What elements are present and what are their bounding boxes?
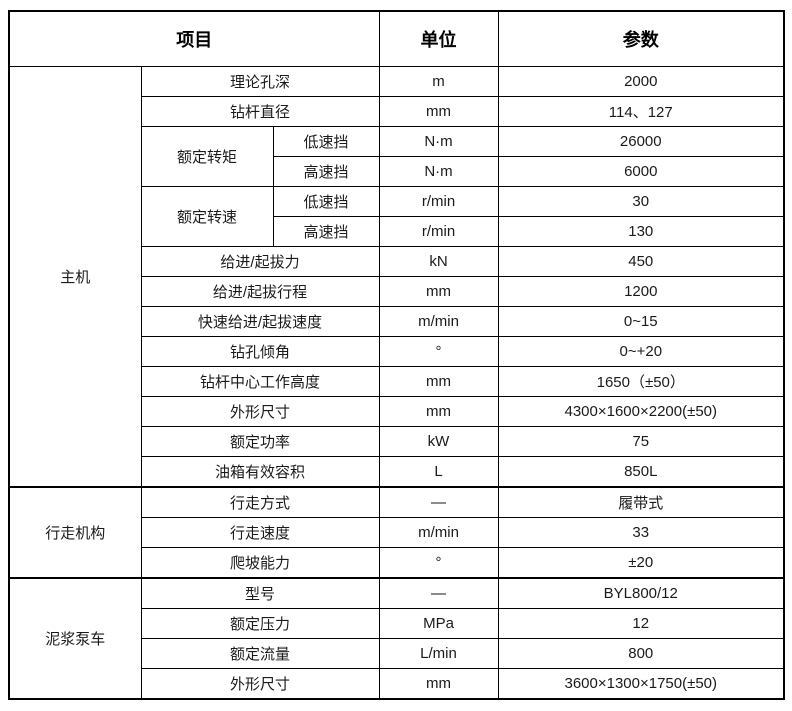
spec-value: 800	[497, 638, 785, 669]
spec-value: 1650（±50）	[497, 366, 785, 397]
table-row: 快速给进/起拔速度 m/min 0~15	[9, 306, 785, 337]
spec-unit: r/min	[378, 186, 499, 217]
table-row: 外形尺寸 mm 3600×1300×1750(±50)	[9, 668, 785, 700]
spec-item: 型号	[140, 577, 380, 609]
section-label-travel-mechanism: 行走机构	[8, 486, 142, 579]
spec-value: 履带式	[497, 486, 785, 518]
table-row: 额定压力 MPa 12	[9, 608, 785, 639]
spec-item: 爬坡能力	[140, 547, 380, 579]
spec-value: 450	[497, 246, 785, 277]
spec-value: 75	[497, 426, 785, 457]
spec-unit: N·m	[378, 156, 499, 187]
table-row: 油箱有效容积 L 850L	[9, 456, 785, 488]
spec-value: 6000	[497, 156, 785, 187]
spec-subitem: 高速挡	[272, 156, 380, 187]
header-param: 参数	[497, 10, 785, 67]
spec-value: 0~+20	[497, 336, 785, 367]
spec-unit: L	[378, 456, 499, 488]
section-label-main-unit: 主机	[8, 66, 142, 488]
spec-unit: mm	[378, 276, 499, 307]
table-row: 钻杆中心工作高度 mm 1650（±50）	[9, 366, 785, 397]
spec-unit: mm	[378, 668, 499, 700]
spec-item: 额定功率	[140, 426, 380, 457]
spec-value: 1200	[497, 276, 785, 307]
spec-unit: MPa	[378, 608, 499, 639]
spec-unit: m/min	[378, 517, 499, 548]
spec-unit: —	[378, 486, 499, 518]
section-label-mud-pump-truck: 泥浆泵车	[8, 577, 142, 700]
spec-item: 额定压力	[140, 608, 380, 639]
spec-value: BYL800/12	[497, 577, 785, 609]
spec-value: 33	[497, 517, 785, 548]
table-row: 钻孔倾角 ° 0~+20	[9, 336, 785, 367]
spec-unit: mm	[378, 366, 499, 397]
table-row: 高速挡 r/min 130	[9, 216, 785, 247]
spec-subitem: 低速挡	[272, 186, 380, 217]
spec-item: 钻杆直径	[140, 96, 380, 127]
table-row: 钻杆直径 mm 114、127	[9, 96, 785, 127]
spec-unit: kW	[378, 426, 499, 457]
header-item: 项目	[8, 10, 380, 67]
spec-item: 给进/起拔力	[140, 246, 380, 277]
table-row: 泥浆泵车 型号 — BYL800/12	[8, 577, 785, 700]
spec-subitem: 高速挡	[272, 216, 380, 247]
spec-value: 12	[497, 608, 785, 639]
spec-item: 给进/起拔行程	[140, 276, 380, 307]
table-row: 额定流量 L/min 800	[9, 638, 785, 669]
spec-item: 钻杆中心工作高度	[140, 366, 380, 397]
spec-item: 额定流量	[140, 638, 380, 669]
spec-value: 3600×1300×1750(±50)	[497, 668, 785, 700]
spec-value: 114、127	[497, 96, 785, 127]
spec-unit: mm	[378, 96, 499, 127]
table-row: 行走机构 行走方式 — 履带式	[8, 486, 785, 579]
spec-item: 行走方式	[140, 486, 380, 518]
spec-value: 30	[497, 186, 785, 217]
spec-value: ±20	[497, 547, 785, 579]
header-unit: 单位	[378, 10, 499, 67]
spec-unit: mm	[378, 396, 499, 427]
table-row: 给进/起拔力 kN 450	[9, 246, 785, 277]
spec-value: 0~15	[497, 306, 785, 337]
table-row: 高速挡 N·m 6000	[9, 156, 785, 187]
spec-unit: m	[378, 66, 499, 97]
spec-value: 130	[497, 216, 785, 247]
spec-unit: L/min	[378, 638, 499, 669]
table-row: 给进/起拔行程 mm 1200	[9, 276, 785, 307]
spec-unit: kN	[378, 246, 499, 277]
spec-unit: m/min	[378, 306, 499, 337]
spec-unit: r/min	[378, 216, 499, 247]
header-row: 项目 单位 参数	[8, 10, 785, 67]
table-row: 主机 理论孔深 m 2000	[8, 66, 785, 488]
spec-item: 理论孔深	[140, 66, 380, 97]
spec-value: 850L	[497, 456, 785, 488]
table-row: 额定转速 低速挡 r/min 30	[9, 186, 785, 247]
spec-unit: —	[378, 577, 499, 609]
spec-group: 额定转矩	[140, 126, 274, 187]
spec-subitem: 低速挡	[272, 126, 380, 157]
spec-item: 外形尺寸	[140, 668, 380, 700]
spec-value: 26000	[497, 126, 785, 157]
spec-item: 行走速度	[140, 517, 380, 548]
spec-unit: N·m	[378, 126, 499, 157]
spec-table: 项目 单位 参数 主机 理论孔深 m 2000 钻杆直径 mm 114、127 …	[8, 10, 786, 700]
spec-item: 油箱有效容积	[140, 456, 380, 488]
spec-item: 外形尺寸	[140, 396, 380, 427]
spec-item: 快速给进/起拔速度	[140, 306, 380, 337]
spec-value: 4300×1600×2200(±50)	[497, 396, 785, 427]
spec-group: 额定转速	[140, 186, 274, 247]
table-row: 行走速度 m/min 33	[9, 517, 785, 548]
spec-unit: °	[378, 336, 499, 367]
table-row: 额定功率 kW 75	[9, 426, 785, 457]
spec-item: 钻孔倾角	[140, 336, 380, 367]
spec-value: 2000	[497, 66, 785, 97]
table-row: 额定转矩 低速挡 N·m 26000	[9, 126, 785, 187]
spec-unit: °	[378, 547, 499, 579]
